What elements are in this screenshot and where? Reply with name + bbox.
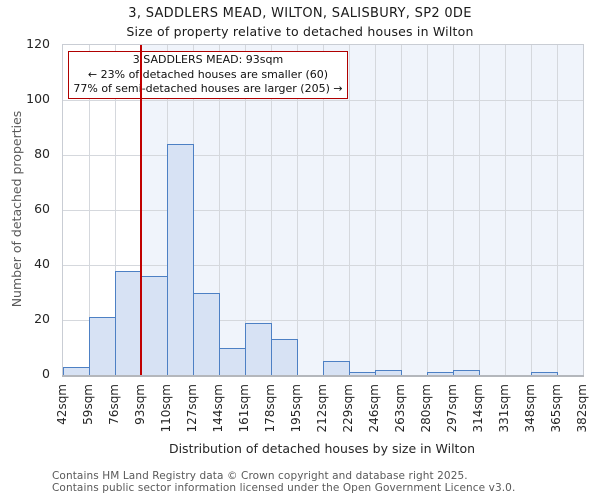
histogram-bar-110sqm	[166, 144, 194, 375]
gridline-horizontal	[63, 210, 583, 211]
gridline-horizontal	[63, 320, 583, 321]
y-tick-label: 80	[34, 146, 50, 161]
annotation-line-1: 3 SADDLERS MEAD: 93sqm	[132, 53, 284, 66]
annotation-line-2: ← 23% of detached houses are smaller (60…	[87, 67, 329, 81]
footer-line-1: Contains HM Land Registry data © Crown c…	[52, 470, 468, 482]
x-axis-title: Distribution of detached houses by size …	[168, 441, 476, 456]
gridline-horizontal	[63, 100, 583, 101]
x-axis-line	[62, 375, 584, 377]
y-tick-label: 0	[42, 366, 50, 381]
attribution-footer: Contains HM Land Registry data © Crown c…	[52, 470, 516, 494]
histogram-bar-144sqm	[218, 347, 246, 375]
y-tick-label: 100	[26, 91, 50, 106]
subject-property-marker-line	[140, 45, 142, 375]
histogram-bar-246sqm	[374, 369, 402, 375]
y-tick-label: 60	[34, 201, 50, 216]
histogram-bar-93sqm	[140, 276, 168, 375]
y-tick-label: 20	[34, 311, 50, 326]
histogram-bar-348sqm	[530, 372, 558, 375]
histogram-bar-42sqm	[62, 366, 90, 375]
y-tick-label: 40	[34, 256, 50, 271]
annotation-box: 3 SADDLERS MEAD: 93sqm ← 23% of detached…	[68, 51, 348, 99]
chart-title: 3, SADDLERS MEAD, WILTON, SALISBURY, SP2…	[128, 6, 472, 21]
y-tick-label: 120	[26, 36, 50, 51]
histogram-bar-76sqm	[114, 270, 142, 375]
gridline-horizontal	[63, 265, 583, 266]
footer-line-2: Contains public sector information licen…	[52, 481, 516, 494]
histogram-bar-59sqm	[88, 317, 116, 375]
annotation-line-3: 77% of semi-detached houses are larger (…	[73, 82, 343, 95]
histogram-bar-212sqm	[322, 361, 350, 375]
histogram-bar-297sqm	[452, 369, 480, 375]
plot-area: 3 SADDLERS MEAD: 93sqm ← 23% of detached…	[62, 44, 584, 377]
histogram-bar-161sqm	[244, 322, 272, 375]
histogram-bar-127sqm	[192, 292, 220, 375]
chart-subtitle: Size of property relative to detached ho…	[126, 24, 474, 39]
histogram-bar-178sqm	[270, 339, 298, 375]
gridline-horizontal	[63, 155, 583, 156]
